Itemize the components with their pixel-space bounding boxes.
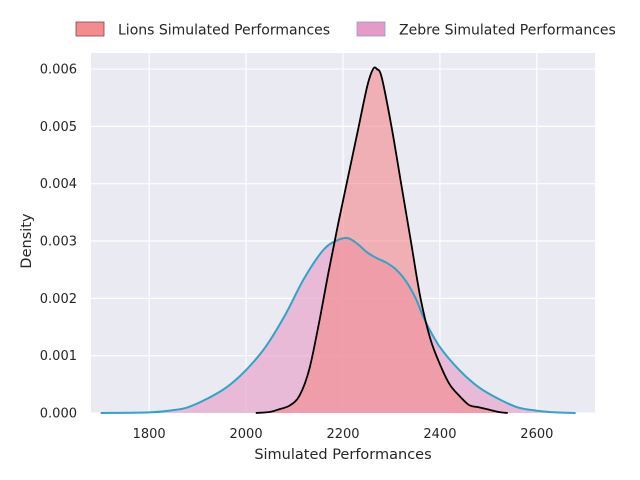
legend-label-lions: Lions Simulated Performances: [118, 23, 330, 39]
density-line-lions: [255, 66, 508, 414]
y-tick-label: 0.000: [40, 407, 77, 422]
y-tick-label: 0.004: [40, 177, 77, 192]
x-tick-label: 1800: [133, 427, 166, 442]
y-tick-label: 0.006: [40, 63, 77, 78]
legend: Lions Simulated Performances Zebre Simul…: [75, 21, 616, 39]
y-tick-label: 0.002: [40, 292, 77, 307]
x-tick-label: 2000: [230, 427, 263, 442]
x-axis-label: Simulated Performances: [254, 447, 431, 463]
y-tick-label: 0.001: [40, 349, 77, 364]
legend-label-zebre: Zebre Simulated Performances: [399, 23, 616, 39]
density-line-zebre: [100, 236, 576, 414]
y-tick-label: 0.003: [40, 235, 77, 250]
x-tick-label: 2200: [326, 427, 359, 442]
series-layer: [100, 66, 576, 414]
legend-swatch-lions: [75, 21, 105, 37]
x-tick-label: 2600: [520, 427, 553, 442]
tick-labels: 1800 2000 2200 2400 2600 0.000 0.001 0.002 0.003…: [40, 63, 554, 442]
x-tick-label: 2400: [423, 427, 456, 442]
y-axis-label: Density: [19, 213, 35, 269]
legend-swatch-zebre: [356, 21, 386, 37]
y-tick-label: 0.005: [40, 120, 77, 135]
